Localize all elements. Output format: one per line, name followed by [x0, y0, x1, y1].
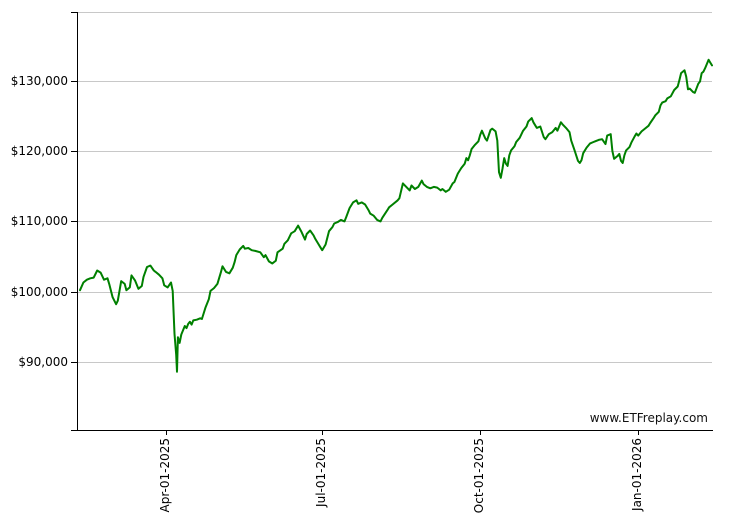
y-axis-label: $130,000: [10, 74, 68, 88]
x-axis-label: Apr-01-2025: [158, 438, 172, 513]
axes: [71, 12, 713, 431]
x-axis-label: Jan-01-2026: [630, 438, 644, 511]
gridlines: [77, 12, 712, 363]
watermark: www.ETFreplay.com: [589, 411, 708, 425]
x-axis-label: Oct-01-2025: [472, 438, 486, 514]
tick-marks: [71, 12, 639, 435]
y-axis-label: $90,000: [18, 355, 68, 369]
y-axis-label: $100,000: [10, 285, 68, 299]
price-line: [79, 58, 713, 373]
y-axis-label: $110,000: [10, 214, 68, 228]
y-axis-label: $120,000: [10, 144, 68, 158]
x-axis-label: Jul-01-2025: [314, 438, 328, 507]
